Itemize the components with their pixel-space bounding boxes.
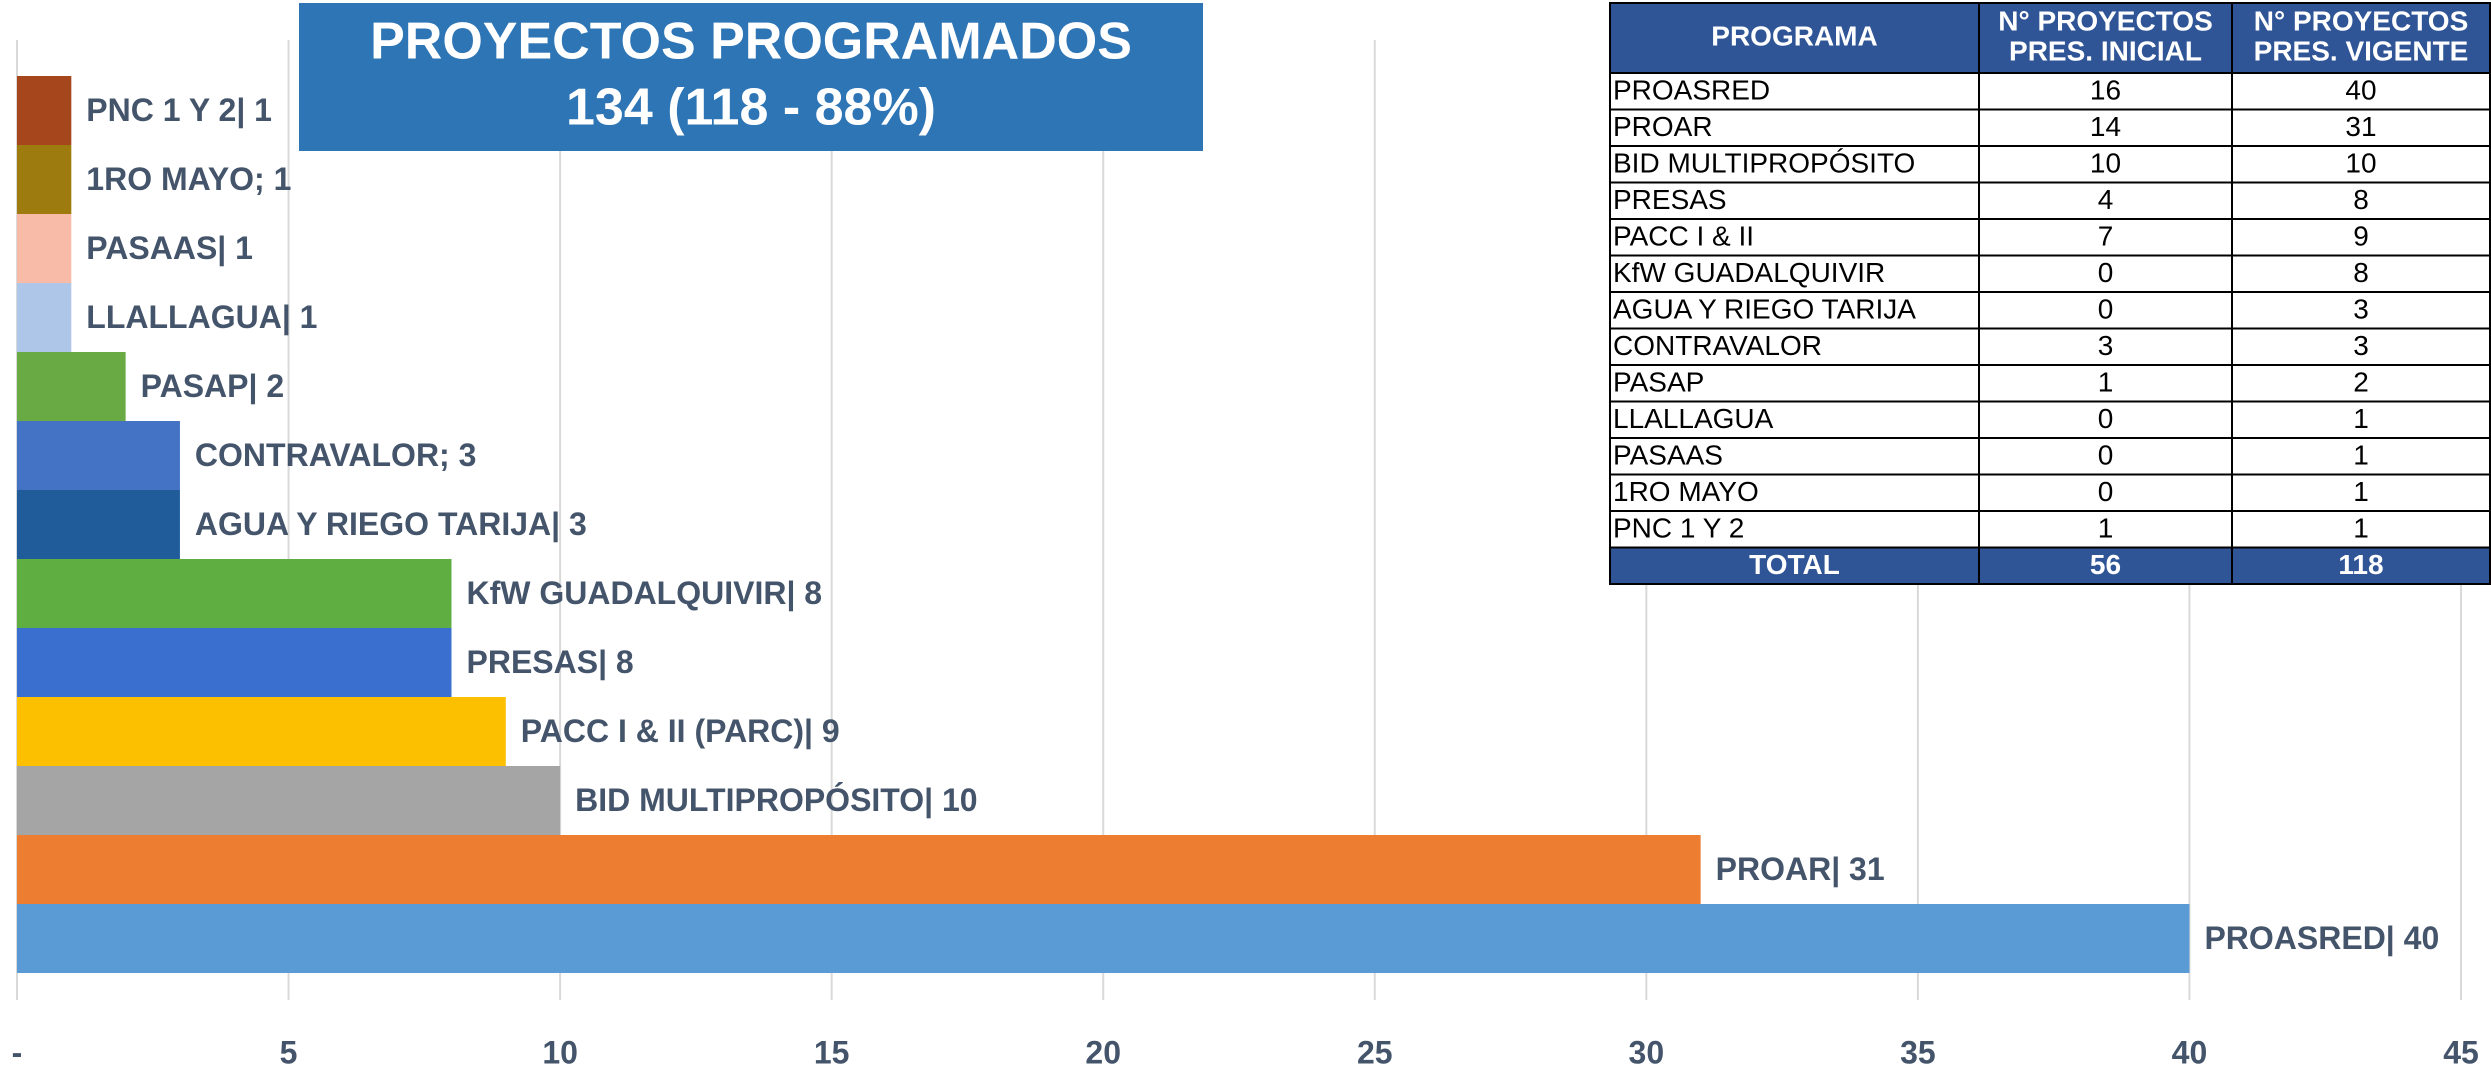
table-total-cell: 56: [2090, 549, 2121, 580]
table-header-text: N° PROYECTOS: [1998, 5, 2213, 36]
x-tick-label: 35: [1900, 1034, 1936, 1070]
table-row: [1609, 400, 2491, 439]
data-label: PROASRED| 40: [2204, 920, 2439, 956]
table-cell: BID MULTIPROPÓSITO: [1613, 148, 1915, 179]
bar: [17, 421, 180, 490]
table-cell: LLALLAGUA: [1613, 403, 1774, 434]
data-label: KfW GUADALQUIVIR| 8: [466, 575, 822, 611]
table-cell: PACC I & II: [1613, 221, 1754, 252]
bar: [17, 145, 72, 214]
table-row: [1609, 254, 2491, 293]
bar: [17, 904, 2190, 973]
table-cell: PRESAS: [1613, 184, 1727, 215]
table-cell: 1: [2353, 440, 2369, 471]
table-total: [1609, 546, 2491, 585]
table-header: [1609, 2, 2491, 74]
table-cell: CONTRAVALOR: [1613, 330, 1822, 361]
table-cell: 40: [2345, 75, 2376, 106]
table-cell: 0: [2098, 440, 2114, 471]
table-cell: 4: [2098, 184, 2114, 215]
table-cell: 3: [2353, 330, 2369, 361]
table-cell: 1: [2098, 367, 2114, 398]
table-cell: 16: [2090, 75, 2121, 106]
x-tick-label: 10: [542, 1034, 578, 1070]
chart-title: 134 (118 - 88%): [566, 79, 936, 137]
data-label: PACC I & II (PARC)| 9: [521, 713, 840, 749]
table-cell: 14: [2090, 111, 2121, 142]
x-tick-label: 40: [2172, 1034, 2208, 1070]
bar: [17, 697, 506, 766]
table-cell: 7: [2098, 221, 2114, 252]
table-cell: 0: [2098, 403, 2114, 434]
table-row: [1609, 108, 2491, 147]
x-tick-label: 25: [1357, 1034, 1393, 1070]
x-tick-label: 15: [814, 1034, 850, 1070]
table-header-text: PROGRAMA: [1711, 20, 1877, 51]
table-cell: 8: [2353, 184, 2369, 215]
data-label: PASAP| 2: [141, 368, 285, 404]
table-header-text: PRES. INICIAL: [2009, 35, 2202, 66]
table-cell: 8: [2353, 257, 2369, 288]
table-row: [1609, 327, 2491, 366]
x-tick-label: -: [12, 1034, 23, 1070]
table-cell: 1RO MAYO: [1613, 476, 1759, 507]
table-row: [1609, 510, 2491, 549]
table-cell: PASAP: [1613, 367, 1704, 398]
table-cell: PROASRED: [1613, 75, 1770, 106]
table-cell: PROAR: [1613, 111, 1713, 142]
bar: [17, 283, 72, 352]
data-label: BID MULTIPROPÓSITO| 10: [575, 782, 977, 818]
table-cell: 9: [2353, 221, 2369, 252]
table-cell: AGUA Y RIEGO TARIJA: [1613, 294, 1916, 325]
bar: [17, 352, 126, 421]
bar: [17, 490, 180, 559]
x-tick-label: 30: [1629, 1034, 1665, 1070]
table-cell: PASAAS: [1613, 440, 1723, 471]
data-label: CONTRAVALOR; 3: [195, 437, 476, 473]
data-label: PNC 1 Y 2| 1: [86, 92, 272, 128]
table-cell: 0: [2098, 476, 2114, 507]
bar: [17, 628, 452, 697]
data-label: 1RO MAYO; 1: [86, 161, 291, 197]
table-cell: 3: [2353, 294, 2369, 325]
bar: [17, 766, 561, 835]
table-header-text: N° PROYECTOS: [2254, 5, 2469, 36]
table-cell: 0: [2098, 294, 2114, 325]
table-total-cell: TOTAL: [1749, 549, 1840, 580]
table-row: [1609, 473, 2491, 512]
data-label: LLALLAGUA| 1: [86, 299, 317, 335]
table-cell: 3: [2098, 330, 2114, 361]
table-cell: KfW GUADALQUIVIR: [1613, 257, 1885, 288]
table-cell: 10: [2090, 148, 2121, 179]
table-total-cell: 118: [2338, 549, 2383, 580]
data-label: PRESAS| 8: [466, 644, 633, 680]
table-cell: PNC 1 Y 2: [1613, 513, 1744, 544]
table-cell: 0: [2098, 257, 2114, 288]
table-cell: 10: [2345, 148, 2376, 179]
title-box: [299, 3, 1203, 151]
table-cell: 2: [2353, 367, 2369, 398]
x-tick-label: 45: [2443, 1034, 2479, 1070]
table-cell: 1: [2353, 403, 2369, 434]
chart-title: PROYECTOS PROGRAMADOS: [370, 13, 1132, 71]
table-cell: 1: [2353, 513, 2369, 544]
table-header-text: PRES. VIGENTE: [2254, 35, 2469, 66]
bar: [17, 835, 1701, 904]
table-cell: 1: [2098, 513, 2114, 544]
table-cell: 1: [2353, 476, 2369, 507]
data-label: PASAAS| 1: [86, 230, 253, 266]
bar: [17, 559, 452, 628]
table-row: [1609, 181, 2491, 220]
table-cell: 31: [2345, 111, 2376, 142]
data-label: AGUA Y RIEGO TARIJA| 3: [195, 506, 587, 542]
data-label: PROAR| 31: [1716, 851, 1885, 887]
x-tick-label: 5: [280, 1034, 298, 1070]
table-row: [1609, 291, 2491, 330]
x-tick-label: 20: [1085, 1034, 1121, 1070]
bar: [17, 76, 72, 145]
bar: [17, 214, 72, 283]
